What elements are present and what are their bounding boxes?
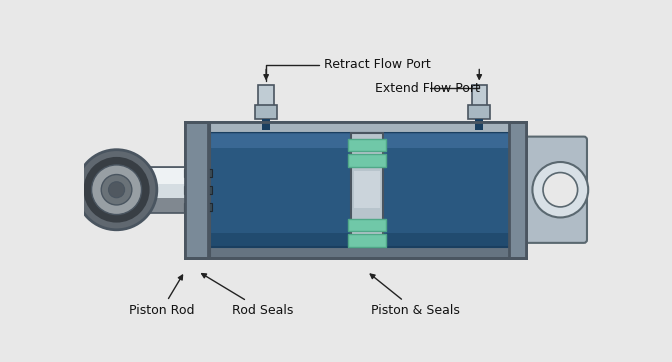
FancyBboxPatch shape [184,203,212,211]
Text: Rod Seals: Rod Seals [202,274,293,317]
Circle shape [543,173,578,207]
Circle shape [91,165,142,215]
FancyBboxPatch shape [347,154,386,167]
FancyBboxPatch shape [185,122,526,257]
FancyBboxPatch shape [258,85,274,108]
FancyBboxPatch shape [185,122,208,257]
FancyBboxPatch shape [519,136,587,243]
Text: Piston & Seals: Piston & Seals [370,274,460,317]
FancyBboxPatch shape [126,168,206,184]
FancyBboxPatch shape [262,119,270,130]
FancyBboxPatch shape [185,122,526,136]
FancyBboxPatch shape [206,133,512,247]
FancyBboxPatch shape [185,244,526,257]
Circle shape [108,182,124,198]
FancyBboxPatch shape [255,105,277,119]
Circle shape [76,150,157,230]
FancyBboxPatch shape [186,123,210,256]
Text: Retract Flow Port: Retract Flow Port [266,59,431,81]
FancyBboxPatch shape [475,119,483,130]
FancyBboxPatch shape [126,184,206,198]
FancyBboxPatch shape [468,105,490,119]
FancyBboxPatch shape [184,186,212,194]
FancyBboxPatch shape [353,171,380,208]
FancyBboxPatch shape [184,169,212,177]
FancyBboxPatch shape [347,139,386,151]
FancyBboxPatch shape [206,133,512,148]
FancyBboxPatch shape [351,133,383,247]
FancyBboxPatch shape [126,167,206,213]
FancyBboxPatch shape [206,233,512,247]
Text: Extend Flow Port: Extend Flow Port [374,81,480,94]
FancyBboxPatch shape [347,219,386,231]
Circle shape [532,162,588,218]
FancyBboxPatch shape [472,85,487,108]
FancyBboxPatch shape [509,122,526,257]
Text: Piston Rod: Piston Rod [129,275,194,317]
FancyBboxPatch shape [347,235,386,247]
Circle shape [83,157,150,223]
Circle shape [101,174,132,205]
